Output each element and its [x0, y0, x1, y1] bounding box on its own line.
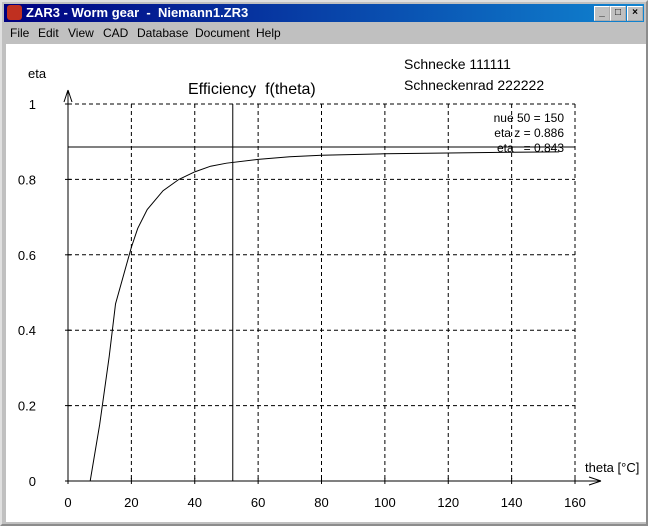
gear-info: Schneckenrad 222222 — [404, 77, 544, 93]
title-bar: ZAR3 - Worm gear - Niemann1.ZR3 _ □ × — [4, 4, 644, 22]
maximize-button[interactable]: □ — [610, 6, 626, 21]
menu-item[interactable]: View — [68, 26, 94, 40]
x-tick-label: 20 — [124, 495, 138, 510]
y-tick-label: 0 — [29, 474, 36, 489]
menu-item[interactable]: Database — [137, 26, 188, 40]
x-axis-label: theta [°C] — [585, 460, 639, 475]
x-tick-label: 140 — [501, 495, 523, 510]
x-axis-arrow — [588, 476, 602, 486]
x-tick-label: 40 — [188, 495, 202, 510]
y-tick-label: 0.6 — [18, 248, 36, 263]
x-tick-label: 160 — [564, 495, 586, 510]
app-icon — [7, 5, 22, 20]
menu-label[interactable]: Database — [137, 26, 189, 40]
data-line — [89, 151, 560, 482]
x-tick-label: 120 — [437, 495, 459, 510]
window-title: ZAR3 - Worm gear - Niemann1.ZR3 — [26, 5, 249, 20]
y-tick-label: 1 — [29, 97, 36, 112]
y-tick-label: 0.8 — [18, 172, 36, 187]
menu-item[interactable]: Document — [195, 26, 250, 40]
chart: 0 20 40 60 80 100 120 140 160 0 0.2 0.4 0.6 0.8 1 eta th… — [6, 44, 646, 522]
menu-label[interactable]: View — [68, 26, 94, 40]
annotation: eta = 0.843 — [497, 141, 564, 155]
menu-label[interactable]: Help — [256, 26, 281, 40]
gear-info: Schnecke 111111 — [404, 56, 511, 72]
menu-item[interactable]: CAD — [103, 26, 128, 40]
menu-label[interactable]: Edit — [38, 26, 59, 40]
annotation: nue 50 = 150 — [494, 111, 565, 125]
menu-label[interactable]: File — [10, 26, 30, 40]
menu-item[interactable]: File — [10, 26, 29, 40]
menu-label[interactable]: Document — [195, 26, 250, 40]
minimize-button[interactable]: _ — [594, 6, 610, 21]
menu-item[interactable]: Edit — [38, 26, 59, 40]
y-axis-label: eta — [28, 66, 47, 81]
chart-title: Efficiency f(theta) — [188, 81, 316, 98]
x-tick-label: 80 — [314, 495, 328, 510]
x-tick-label: 0 — [64, 495, 71, 510]
menu-item[interactable]: Help — [256, 26, 281, 40]
x-tick-label: 100 — [374, 495, 396, 510]
y-tick-label: 0.2 — [18, 399, 36, 414]
y-tick-label: 0.4 — [18, 323, 36, 338]
x-tick-label: 60 — [251, 495, 265, 510]
y-axis-arrow — [63, 89, 73, 103]
annotation: eta z = 0.886 — [494, 126, 564, 140]
close-button[interactable]: × — [627, 6, 643, 21]
menu-label[interactable]: CAD — [103, 26, 129, 40]
